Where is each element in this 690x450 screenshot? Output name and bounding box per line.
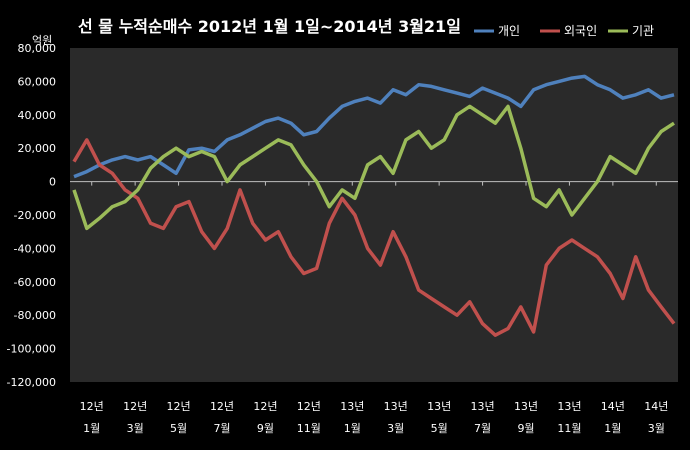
x-tick-year-label: 12년: [297, 400, 321, 413]
x-tick-month-label: 7월: [474, 422, 491, 435]
x-tick-year-label: 13년: [557, 400, 581, 413]
y-tick-label: 60,000: [18, 75, 57, 88]
series-line-2: [72, 104, 675, 231]
x-tick-year-label: 12년: [210, 400, 234, 413]
y-tick-label: -100,000: [7, 343, 56, 356]
legend-label: 개인: [498, 24, 520, 38]
legend-label: 외국인: [564, 24, 597, 38]
x-tick-month-label: 5월: [431, 422, 448, 435]
x-tick-year-label: 12년: [80, 400, 104, 413]
x-axis: 12년 1월 12년 3월 12년 5월 12년 7월 12년 9월 12년 11월 13년 1월 13년 3…: [80, 181, 668, 435]
x-tick-year-label: 13년: [471, 400, 495, 413]
series-group: [72, 74, 676, 337]
x-tick-month-label: 3월: [387, 422, 404, 435]
x-tick-year-label: 13년: [340, 400, 364, 413]
y-axis-unit: 억원: [32, 34, 52, 47]
x-tick-month-label: 5월: [170, 422, 187, 435]
x-tick-month-label: 3월: [648, 422, 665, 435]
y-tick-label: -80,000: [14, 309, 56, 322]
y-tick-label: 40,000: [18, 109, 57, 122]
plot-area: [70, 48, 678, 382]
legend-label: 기관: [632, 24, 654, 38]
x-tick-year-label: 12년: [253, 400, 277, 413]
x-tick-month-label: 11월: [297, 422, 321, 435]
x-tick-month-label: 3월: [127, 422, 144, 435]
x-tick-month-label: 11월: [557, 422, 581, 435]
y-tick-label: -60,000: [14, 276, 56, 289]
y-tick-label: 0: [49, 176, 56, 189]
x-tick-year-label: 14년: [601, 400, 625, 413]
x-tick-month-label: 9월: [257, 422, 274, 435]
x-tick-month-label: 9월: [517, 422, 534, 435]
y-axis: 80,000 60,000 40,000 20,000 0 -20,000 -40,000 -…: [7, 42, 678, 389]
y-tick-label: -20,000: [14, 209, 56, 222]
x-tick-year-label: 14년: [644, 400, 668, 413]
y-tick-label: 80,000: [18, 42, 57, 55]
x-tick-year-label: 13년: [384, 400, 408, 413]
legend: 개인 외국인 기관: [474, 24, 654, 38]
series-line-0: [73, 74, 675, 179]
x-tick-month-label: 1월: [344, 422, 361, 435]
x-tick-year-label: 12년: [123, 400, 147, 413]
x-tick-month-label: 1월: [83, 422, 100, 435]
x-tick-year-label: 12년: [167, 400, 191, 413]
x-tick-year-label: 13년: [427, 400, 451, 413]
series-line-1: [72, 138, 676, 337]
y-tick-label: 20,000: [18, 142, 57, 155]
y-tick-label: -40,000: [14, 242, 56, 255]
y-tick-label: -120,000: [7, 376, 56, 389]
x-tick-year-label: 13년: [514, 400, 538, 413]
chart-title: 선 물 누적순매수 2012년 1월 1일~2014년 3월21일: [78, 17, 461, 36]
x-tick-month-label: 1월: [604, 422, 621, 435]
x-tick-month-label: 7월: [213, 422, 230, 435]
